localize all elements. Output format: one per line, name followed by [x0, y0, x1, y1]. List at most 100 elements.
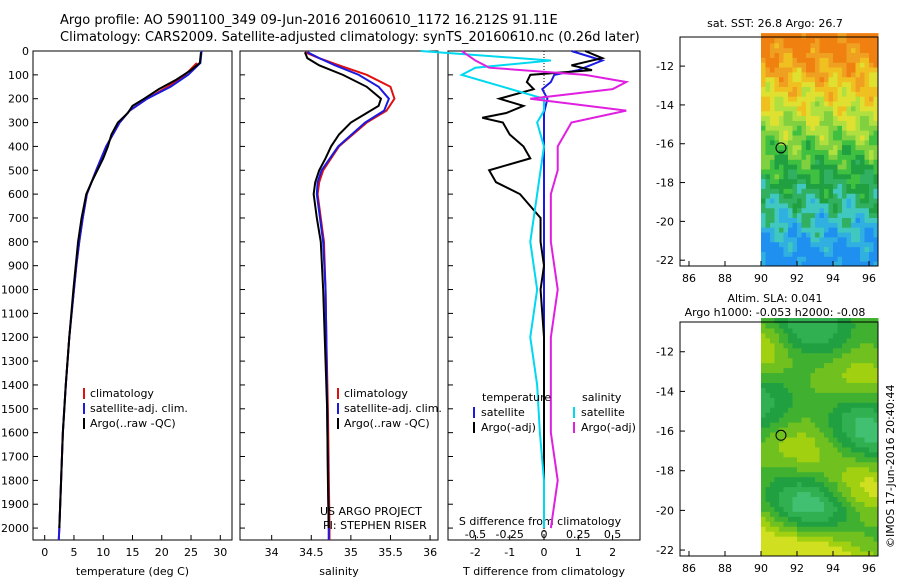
heatmap-cell	[828, 511, 834, 517]
heatmap-cell	[810, 456, 816, 463]
heatmap-cell	[855, 101, 861, 107]
heatmap-cell	[788, 461, 793, 468]
heatmap-cell	[761, 217, 766, 223]
heatmap-cell	[864, 441, 870, 448]
heatmap-cell	[824, 506, 829, 512]
heatmap-cell	[770, 362, 775, 369]
heatmap-cell	[806, 516, 811, 522]
heatmap-cell	[837, 125, 843, 131]
heatmap-cell	[797, 125, 802, 131]
heatmap-cell	[792, 57, 798, 63]
heatmap-cell	[815, 217, 820, 223]
heatmap-cell	[837, 251, 843, 257]
heatmap-cell	[828, 476, 834, 483]
heatmap-cell	[779, 412, 784, 418]
heatmap-cell	[792, 337, 798, 344]
heatmap-cell	[801, 412, 807, 418]
heatmap-cell	[783, 261, 789, 267]
heatmap-cell	[806, 456, 811, 463]
heatmap-cell	[774, 178, 780, 185]
heatmap-cell	[846, 256, 852, 262]
heatmap-cell	[828, 337, 834, 344]
heatmap-cell	[765, 198, 771, 204]
x-tick-label: 0	[41, 546, 48, 559]
heatmap-cell	[851, 466, 856, 473]
heatmap-cell	[860, 222, 865, 228]
heatmap-cell	[824, 397, 829, 403]
heatmap-cell	[801, 91, 807, 97]
heatmap-cell	[819, 42, 825, 49]
heatmap-cell	[860, 212, 865, 218]
heatmap-cell	[824, 227, 829, 233]
heatmap-cell	[783, 120, 789, 126]
heatmap-cell	[806, 407, 811, 413]
heatmap-cell	[801, 332, 807, 339]
heatmap-cell	[797, 456, 802, 463]
heatmap-cell	[801, 71, 807, 78]
heatmap-cell	[819, 531, 825, 537]
map-x-tick-label: 94	[826, 562, 840, 575]
heatmap-cell	[828, 261, 834, 267]
heatmap-cell	[833, 188, 838, 194]
heatmap-cell	[851, 456, 856, 463]
heatmap-cell	[797, 222, 802, 228]
heatmap-cell	[788, 417, 793, 423]
heatmap-cell	[824, 432, 829, 438]
heatmap-cell	[824, 387, 829, 393]
heatmap-cell	[801, 441, 807, 448]
heatmap-cell	[815, 57, 820, 63]
project-annotation: PI: STEPHEN RISER	[323, 519, 427, 532]
heatmap-cell	[833, 456, 838, 463]
heatmap-cell	[819, 521, 825, 527]
heatmap-cell	[828, 91, 834, 97]
heatmap-cell	[788, 491, 793, 498]
heatmap-cell	[846, 437, 852, 443]
heatmap-cell	[819, 327, 825, 334]
heatmap-cell	[806, 412, 811, 418]
heatmap-cell	[806, 37, 811, 44]
heatmap-cell	[842, 120, 847, 126]
heatmap-cell	[833, 372, 838, 379]
heatmap-cell	[869, 372, 874, 379]
heatmap-cell	[815, 526, 820, 532]
heatmap-cell	[806, 432, 811, 438]
heatmap-cell	[864, 481, 870, 488]
heatmap-cell	[797, 130, 802, 136]
heatmap-cell	[846, 173, 852, 180]
heatmap-cell	[824, 437, 829, 443]
heatmap-cell	[788, 427, 793, 433]
heatmap-cell	[819, 456, 825, 463]
heatmap-cell	[801, 57, 807, 63]
heatmap-cell	[774, 526, 780, 532]
heatmap-cell	[869, 427, 874, 433]
heatmap-cell	[801, 241, 807, 248]
heatmap-cell	[792, 37, 798, 44]
heatmap-cell	[833, 37, 838, 44]
heatmap-cell	[837, 91, 843, 97]
heatmap-cell	[815, 451, 820, 458]
heatmap-cell	[833, 446, 838, 453]
heatmap-cell	[774, 120, 780, 126]
heatmap-cell	[869, 232, 874, 238]
heatmap-cell	[788, 437, 793, 443]
heatmap-cell	[864, 451, 870, 458]
heatmap-cell	[783, 164, 789, 170]
heatmap-cell	[770, 382, 775, 388]
heatmap-cell	[864, 318, 870, 324]
heatmap-cell	[869, 207, 874, 214]
heatmap-cell	[824, 125, 829, 131]
heatmap-cell	[765, 347, 771, 354]
heatmap-cell	[860, 541, 865, 547]
heatmap-cell	[869, 392, 874, 398]
heatmap-cell	[873, 154, 879, 160]
heatmap-cell	[792, 159, 798, 165]
heatmap-cell	[806, 441, 811, 448]
heatmap-cell	[792, 232, 798, 238]
heatmap-cell	[824, 407, 829, 413]
heatmap-cell	[792, 377, 798, 383]
heatmap-cell	[860, 144, 865, 151]
heatmap-cell	[770, 402, 775, 408]
heatmap-cell	[824, 173, 829, 180]
heatmap-cell	[788, 471, 793, 478]
heatmap-cell	[788, 451, 793, 458]
